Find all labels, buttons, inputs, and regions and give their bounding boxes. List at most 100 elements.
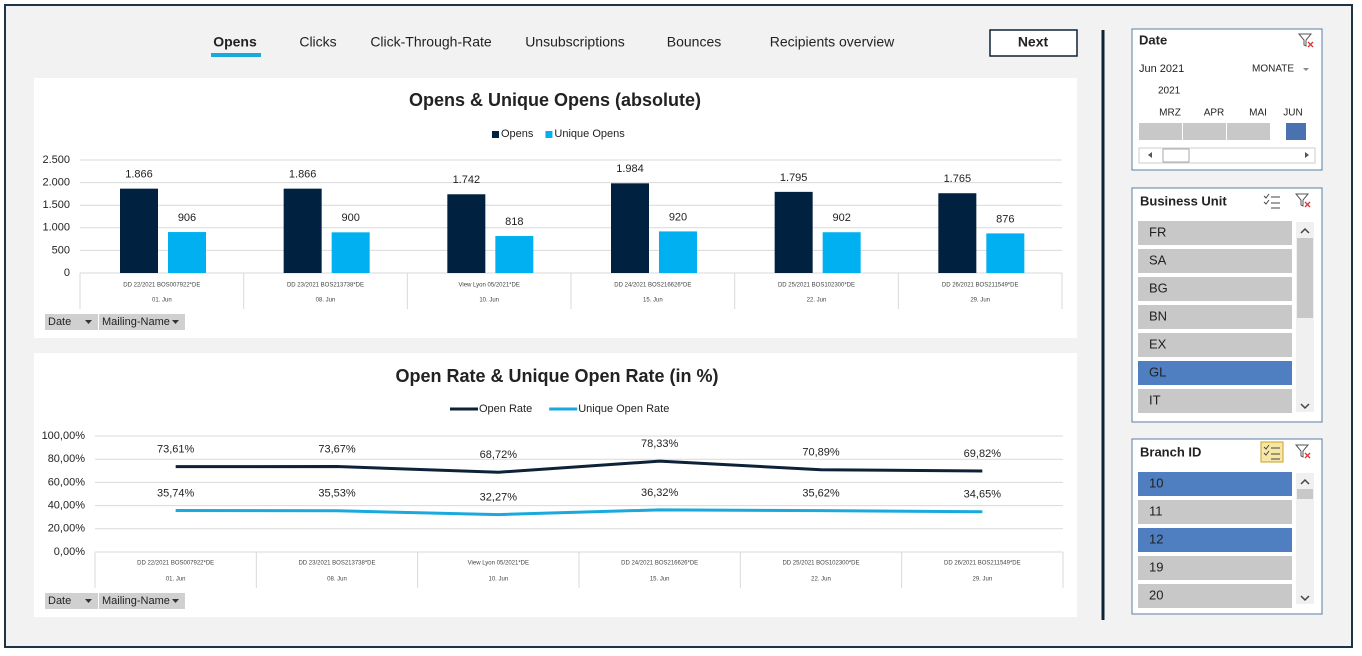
- x-tick-date: 15. Jun: [643, 298, 663, 304]
- slicer-item-label[interactable]: BN: [1149, 308, 1167, 323]
- slicer-item-label[interactable]: BG: [1149, 280, 1168, 295]
- filter-arrow[interactable]: [172, 599, 179, 603]
- slicer-item[interactable]: [1138, 500, 1292, 524]
- month-label[interactable]: APR: [1204, 108, 1225, 119]
- clear-filter-x[interactable]: [1304, 452, 1311, 459]
- data-label: 35,53%: [318, 488, 356, 500]
- x-tick-date: 22. Jun: [811, 577, 831, 583]
- y-tick-label: 100,00%: [42, 430, 86, 442]
- slicer-item-label[interactable]: 10: [1149, 475, 1163, 490]
- slicer-item-label[interactable]: EX: [1149, 336, 1167, 351]
- slicer-item[interactable]: [1138, 277, 1292, 301]
- multi-select-lines[interactable]: [1263, 193, 1280, 209]
- period-label: Jun 2021: [1139, 63, 1184, 75]
- filter-button-label[interactable]: Mailing-Name: [102, 595, 170, 607]
- clear-filter-x[interactable]: [1307, 41, 1314, 48]
- tab[interactable]: Click-Through-Rate: [370, 34, 492, 50]
- slicer-item-label[interactable]: FR: [1149, 224, 1166, 239]
- y-tick-label: 20,00%: [48, 523, 86, 535]
- slicer-item-label[interactable]: 11: [1149, 503, 1163, 518]
- filter-button[interactable]: [99, 314, 185, 330]
- filter-button-label[interactable]: Mailing-Name: [102, 316, 170, 328]
- data-label: 78,33%: [641, 438, 679, 450]
- scroll-left[interactable]: [1148, 152, 1152, 158]
- x-tick-label: DD 24/2021 BOS216626*DE: [614, 283, 691, 289]
- next-label[interactable]: Next: [1018, 34, 1049, 50]
- bar: [611, 183, 649, 273]
- line: [175, 459, 983, 474]
- data-label: 34,65%: [964, 489, 1002, 501]
- data-label: 1.742: [453, 174, 481, 186]
- tab[interactable]: Bounces: [667, 34, 721, 50]
- filter-button[interactable]: [45, 593, 98, 609]
- scroll-down[interactable]: [1300, 403, 1310, 410]
- y-tick-label: 2.000: [42, 177, 70, 189]
- level-label[interactable]: MONATE: [1252, 64, 1294, 75]
- filter-button[interactable]: [45, 314, 98, 330]
- scroll-thumb[interactable]: [1297, 238, 1313, 318]
- tab[interactable]: Clicks: [299, 34, 336, 50]
- slicer-item[interactable]: [1138, 333, 1292, 357]
- data-label: 900: [341, 212, 359, 224]
- slicer-item[interactable]: [1138, 249, 1292, 273]
- timeline-thumb[interactable]: [1162, 148, 1190, 163]
- slicer-item-label[interactable]: 12: [1149, 531, 1163, 546]
- filter-arrow[interactable]: [85, 320, 92, 324]
- slicer-item[interactable]: [1138, 472, 1292, 496]
- tab-underline: [211, 53, 261, 57]
- month-cell[interactable]: [1227, 123, 1270, 140]
- scroll-up[interactable]: [1300, 478, 1310, 485]
- slicer-item-label[interactable]: 20: [1149, 587, 1163, 602]
- bar: [495, 236, 534, 273]
- filter-button[interactable]: [99, 593, 185, 609]
- data-label: 32,27%: [480, 491, 518, 503]
- filter-arrow[interactable]: [85, 599, 92, 603]
- data-label: 906: [178, 212, 196, 224]
- slicer-item[interactable]: [1138, 389, 1292, 413]
- scroll-down[interactable]: [1300, 595, 1310, 602]
- scroll-right[interactable]: [1305, 152, 1309, 158]
- slicer-item-label[interactable]: 19: [1149, 559, 1163, 574]
- filter-button-label[interactable]: Date: [48, 595, 71, 607]
- slicer-item-label[interactable]: GL: [1149, 364, 1166, 379]
- bar: [447, 194, 486, 273]
- month-cell[interactable]: [1183, 123, 1226, 140]
- month-label[interactable]: MAI: [1249, 108, 1267, 119]
- x-tick-date: 10. Jun: [488, 577, 508, 583]
- slicer-item[interactable]: [1138, 556, 1292, 580]
- x-tick-date: 15. Jun: [650, 577, 670, 583]
- filter-button-label[interactable]: Date: [48, 316, 71, 328]
- clear-filter-icon[interactable]: [1294, 444, 1310, 458]
- slicer-item[interactable]: [1138, 221, 1292, 245]
- month-label[interactable]: MRZ: [1159, 108, 1181, 119]
- month-cell[interactable]: [1286, 123, 1306, 140]
- x-tick-date: 10. Jun: [479, 298, 499, 304]
- tab[interactable]: Opens: [213, 34, 257, 50]
- slicer-item[interactable]: [1138, 528, 1292, 552]
- slicer-title: Date: [1139, 32, 1167, 47]
- clear-filter-icon[interactable]: [1297, 33, 1313, 47]
- x-tick-date: 29. Jun: [972, 577, 992, 583]
- scroll-up[interactable]: [1300, 227, 1310, 234]
- next-button[interactable]: [989, 29, 1078, 57]
- slicer-item[interactable]: [1138, 361, 1292, 385]
- tab[interactable]: Recipients overview: [770, 34, 895, 50]
- scroll-thumb[interactable]: [1297, 489, 1313, 499]
- month-label[interactable]: JUN: [1283, 108, 1302, 119]
- x-tick-date: 08. Jun: [316, 298, 336, 304]
- x-tick-date: 29. Jun: [970, 298, 990, 304]
- filter-arrow[interactable]: [172, 320, 179, 324]
- slicer-item[interactable]: [1138, 584, 1292, 608]
- clear-filter-icon[interactable]: [1294, 193, 1310, 207]
- data-label: 70,89%: [802, 447, 840, 459]
- slicer-item-label[interactable]: SA: [1149, 252, 1167, 267]
- slicer-item-label[interactable]: IT: [1149, 392, 1161, 407]
- tab[interactable]: Unsubscriptions: [525, 34, 625, 50]
- multi-select-lines[interactable]: [1263, 444, 1280, 460]
- clear-filter-x[interactable]: [1304, 201, 1311, 208]
- multi-select-icon[interactable]: [1260, 441, 1284, 463]
- level-arrow[interactable]: [1303, 68, 1309, 71]
- month-cell[interactable]: [1139, 123, 1182, 140]
- bar: [283, 188, 322, 273]
- slicer-item[interactable]: [1138, 305, 1292, 329]
